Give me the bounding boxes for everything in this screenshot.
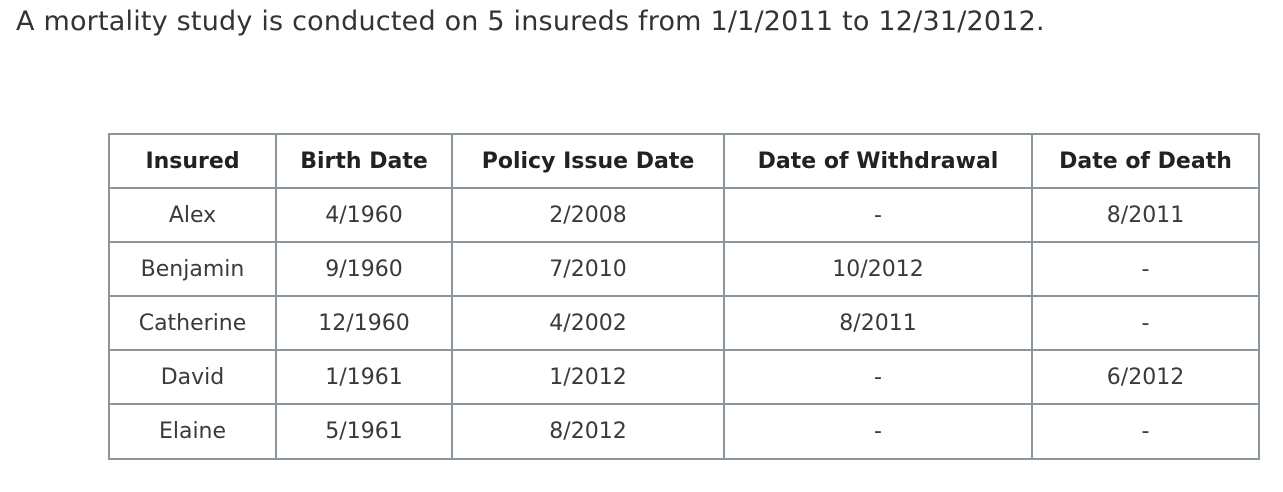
cell-policy-issue-date: 7/2010 xyxy=(451,241,725,297)
cell-date-of-death: - xyxy=(1031,241,1260,297)
cell-policy-issue-date: 1/2012 xyxy=(451,349,725,405)
table-row: David 1/1961 1/2012 - 6/2012 xyxy=(108,349,1260,405)
table-header: Insured Birth Date Policy Issue Date Dat… xyxy=(108,133,1260,189)
header-date-of-withdrawal: Date of Withdrawal xyxy=(723,133,1033,189)
table-row: Elaine 5/1961 8/2012 - - xyxy=(108,403,1260,460)
cell-policy-issue-date: 4/2002 xyxy=(451,295,725,351)
cell-birth-date: 5/1961 xyxy=(275,403,453,460)
cell-policy-issue-date: 8/2012 xyxy=(451,403,725,460)
cell-insured: Benjamin xyxy=(108,241,277,297)
cell-insured: Elaine xyxy=(108,403,277,460)
cell-date-of-withdrawal: - xyxy=(723,403,1033,460)
cell-date-of-withdrawal: 10/2012 xyxy=(723,241,1033,297)
table-row: Benjamin 9/1960 7/2010 10/2012 - xyxy=(108,241,1260,297)
cell-date-of-withdrawal: 8/2011 xyxy=(723,295,1033,351)
cell-date-of-withdrawal: - xyxy=(723,349,1033,405)
table-body: Alex 4/1960 2/2008 - 8/2011 Benjamin 9/1… xyxy=(108,187,1260,460)
cell-policy-issue-date: 2/2008 xyxy=(451,187,725,243)
header-policy-issue-date: Policy Issue Date xyxy=(451,133,725,189)
cell-birth-date: 1/1961 xyxy=(275,349,453,405)
cell-date-of-death: 6/2012 xyxy=(1031,349,1260,405)
header-row: Insured Birth Date Policy Issue Date Dat… xyxy=(108,133,1260,189)
cell-insured: David xyxy=(108,349,277,405)
cell-date-of-death: - xyxy=(1031,295,1260,351)
cell-birth-date: 12/1960 xyxy=(275,295,453,351)
cell-birth-date: 4/1960 xyxy=(275,187,453,243)
header-date-of-death: Date of Death xyxy=(1031,133,1260,189)
problem-statement: A mortality study is conducted on 5 insu… xyxy=(16,6,1045,37)
cell-date-of-withdrawal: - xyxy=(723,187,1033,243)
header-insured: Insured xyxy=(108,133,277,189)
cell-insured: Alex xyxy=(108,187,277,243)
cell-insured: Catherine xyxy=(108,295,277,351)
cell-birth-date: 9/1960 xyxy=(275,241,453,297)
cell-date-of-death: 8/2011 xyxy=(1031,187,1260,243)
table-row: Alex 4/1960 2/2008 - 8/2011 xyxy=(108,187,1260,243)
table-row: Catherine 12/1960 4/2002 8/2011 - xyxy=(108,295,1260,351)
header-birth-date: Birth Date xyxy=(275,133,453,189)
cell-date-of-death: - xyxy=(1031,403,1260,460)
insured-table: Insured Birth Date Policy Issue Date Dat… xyxy=(108,133,1260,460)
